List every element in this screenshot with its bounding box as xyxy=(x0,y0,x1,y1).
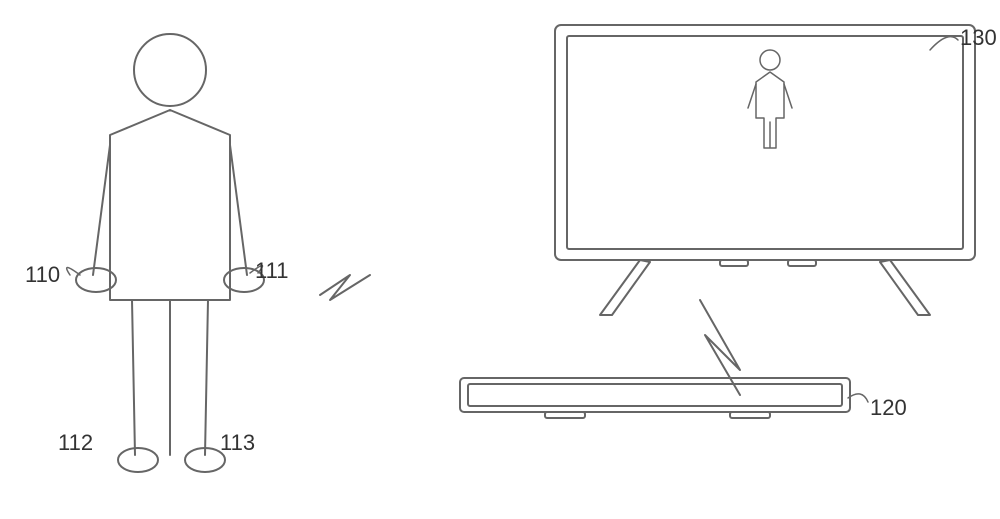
label-113: 113 xyxy=(220,430,255,456)
label-120: 120 xyxy=(870,395,907,421)
label-111: 111 xyxy=(255,258,288,284)
diagram-canvas xyxy=(0,0,1000,519)
label-110: 110 xyxy=(25,262,60,288)
label-112: 112 xyxy=(58,430,93,456)
label-130: 130 xyxy=(960,25,997,51)
